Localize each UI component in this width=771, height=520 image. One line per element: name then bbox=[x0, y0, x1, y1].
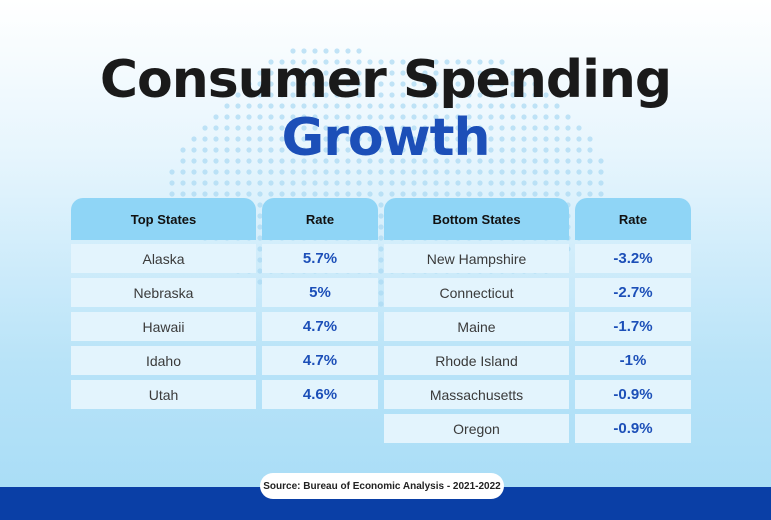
table-row: Maine -1.7% bbox=[384, 312, 691, 341]
table-row: Rhode Island -1% bbox=[384, 346, 691, 375]
bottom-states-header-state: Bottom States bbox=[384, 198, 569, 240]
table-row: Hawaii 4.7% bbox=[71, 312, 378, 341]
bottom-states-rows: New Hampshire -3.2% Connecticut -2.7% Ma… bbox=[384, 244, 691, 443]
rate-value: 4.6% bbox=[262, 380, 378, 409]
source-badge: Source: Bureau of Economic Analysis - 20… bbox=[260, 473, 504, 499]
top-states-rows: Alaska 5.7% Nebraska 5% Hawaii 4.7% Idah… bbox=[71, 244, 378, 409]
table-row: Idaho 4.7% bbox=[71, 346, 378, 375]
rate-value: -1.7% bbox=[575, 312, 691, 341]
state-name: Hawaii bbox=[71, 312, 256, 341]
bottom-states-table: Bottom States Rate New Hampshire -3.2% C… bbox=[384, 198, 691, 448]
rate-value: -2.7% bbox=[575, 278, 691, 307]
rate-value: -0.9% bbox=[575, 414, 691, 443]
rate-value: 4.7% bbox=[262, 312, 378, 341]
state-name: Alaska bbox=[71, 244, 256, 273]
bottom-states-header: Bottom States Rate bbox=[384, 198, 691, 240]
top-states-header-rate: Rate bbox=[262, 198, 378, 240]
state-name: Nebraska bbox=[71, 278, 256, 307]
rate-value: -1% bbox=[575, 346, 691, 375]
top-states-header-state: Top States bbox=[71, 198, 256, 240]
table-row: Nebraska 5% bbox=[71, 278, 378, 307]
table-row: Utah 4.6% bbox=[71, 380, 378, 409]
state-name: Utah bbox=[71, 380, 256, 409]
rate-value: -3.2% bbox=[575, 244, 691, 273]
bottom-states-header-rate: Rate bbox=[575, 198, 691, 240]
state-name: Maine bbox=[384, 312, 569, 341]
rate-value: 5.7% bbox=[262, 244, 378, 273]
table-row: Connecticut -2.7% bbox=[384, 278, 691, 307]
table-row: Oregon -0.9% bbox=[384, 414, 691, 443]
table-row: Massachusetts -0.9% bbox=[384, 380, 691, 409]
rate-value: 4.7% bbox=[262, 346, 378, 375]
state-name: New Hampshire bbox=[384, 244, 569, 273]
state-name: Massachusetts bbox=[384, 380, 569, 409]
state-name: Oregon bbox=[384, 414, 569, 443]
rate-value: 5% bbox=[262, 278, 378, 307]
state-name: Rhode Island bbox=[384, 346, 569, 375]
table-row: New Hampshire -3.2% bbox=[384, 244, 691, 273]
top-states-table: Top States Rate Alaska 5.7% Nebraska 5% … bbox=[71, 198, 378, 414]
top-states-header: Top States Rate bbox=[71, 198, 378, 240]
title-line-2: Growth bbox=[281, 108, 491, 168]
title-line-1: Consumer Spending bbox=[99, 50, 672, 110]
rate-value: -0.9% bbox=[575, 380, 691, 409]
state-name: Idaho bbox=[71, 346, 256, 375]
table-row: Alaska 5.7% bbox=[71, 244, 378, 273]
state-name: Connecticut bbox=[384, 278, 569, 307]
